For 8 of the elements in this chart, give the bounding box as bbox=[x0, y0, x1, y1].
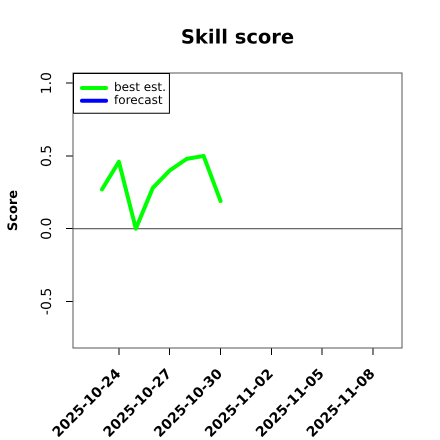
y-tick-label: 1.0 bbox=[38, 72, 55, 94]
y-axis-title: Score bbox=[6, 190, 22, 232]
y-tick-label: -0.5 bbox=[38, 288, 55, 316]
chart-title: Skill score bbox=[180, 26, 294, 49]
y-tick-label: 0.0 bbox=[38, 218, 55, 240]
y-tick-label: 0.5 bbox=[38, 144, 55, 168]
legend-label: best est. bbox=[114, 80, 166, 94]
legend-label: forecast bbox=[114, 92, 163, 107]
